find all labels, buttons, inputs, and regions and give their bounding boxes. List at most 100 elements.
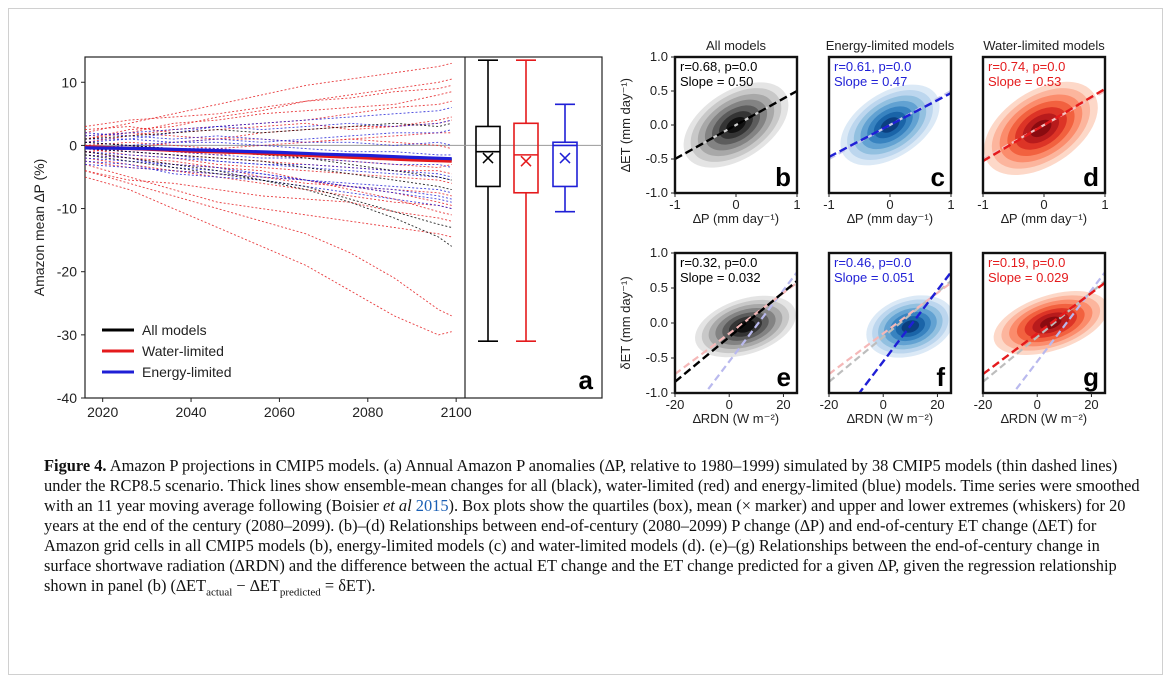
legend-label: Energy-limited: [142, 364, 231, 380]
model-line: [84, 62, 452, 134]
model-line: [84, 122, 452, 140]
regression-line: [857, 271, 951, 393]
x-tick-label: 1: [793, 197, 800, 212]
y-tick-label: -1.0: [646, 185, 668, 200]
panel-letter-b: b: [775, 162, 791, 192]
caption-etal: et al: [382, 496, 412, 515]
model-line: [84, 100, 452, 143]
density-level: [735, 320, 756, 333]
panel-letter-e: e: [777, 362, 791, 392]
x-tick-label: 1: [947, 197, 954, 212]
x-tick-label: 20: [930, 397, 944, 412]
x-tick-label: 0: [886, 197, 893, 212]
figure-caption: Figure 4. Amazon P projections in CMIP5 …: [44, 456, 1140, 602]
model-line: [84, 154, 452, 197]
caption-text-4: = δET).: [320, 576, 376, 595]
y-tick-label: 0.0: [650, 315, 668, 330]
regression-line: [675, 280, 797, 383]
y-axis-label: Amazon mean ∆P (%): [31, 159, 47, 296]
slope-label: Slope = 0.032: [680, 270, 761, 285]
y-tick-label: -10: [57, 201, 77, 217]
mean-marker: [482, 152, 494, 164]
slope-label: Slope = 0.029: [988, 270, 1069, 285]
x-axis-label: ∆P (mm day⁻¹): [847, 211, 933, 226]
reference-line: [675, 90, 797, 160]
model-line: [84, 91, 452, 140]
column-title: All models: [706, 38, 766, 53]
caption-sub-predicted: predicted: [279, 586, 321, 599]
y-tick-label: 0.5: [650, 83, 668, 98]
panel-c: Energy-limited models r=0.61, p=0.0Slope …: [823, 38, 955, 226]
x-tick-label: 0: [1034, 397, 1041, 412]
x-tick-label: -20: [666, 397, 685, 412]
y-tick-label: -40: [57, 390, 77, 406]
y-tick-label: -20: [57, 264, 77, 280]
model-line: [84, 132, 452, 146]
stats-label: r=0.19, p=0.0: [988, 255, 1065, 270]
panel-letter-a: a: [579, 365, 594, 395]
reference-line: [983, 280, 1105, 383]
regression-lines: [829, 271, 951, 393]
slope-label: Slope = 0.50: [680, 74, 753, 89]
figure-label: Figure 4.: [44, 456, 107, 475]
y-tick-label: 0.5: [650, 280, 668, 295]
x-tick-label: 1: [1101, 197, 1108, 212]
stats-label: r=0.46, p=0.0: [834, 255, 911, 270]
regression-lines: [829, 90, 951, 160]
x-tick-label: 0: [880, 397, 887, 412]
legend-label: Water-limited: [142, 343, 224, 359]
caption-text-3: − ∆ET: [232, 576, 280, 595]
x-tick-label: 2040: [175, 404, 206, 420]
model-line: [84, 148, 452, 178]
model-line: [84, 151, 452, 181]
x-tick-label: 2060: [264, 404, 295, 420]
y-tick-label: 1.0: [650, 49, 668, 64]
model-line: [84, 144, 452, 168]
y-tick-label: 10: [61, 74, 77, 90]
box: [552, 141, 578, 188]
model-line: [84, 151, 452, 247]
boxplot: [552, 103, 578, 213]
density-contours: [984, 81, 1098, 176]
model-line: [84, 170, 452, 317]
regression-line: [829, 91, 951, 159]
y-tick-label: -1.0: [646, 385, 668, 400]
x-tick-label: -20: [974, 397, 993, 412]
model-line: [84, 132, 452, 143]
boxplot: [513, 59, 539, 342]
x-tick-label: 2020: [87, 404, 118, 420]
model-line: [84, 163, 452, 238]
model-line: [84, 144, 452, 175]
y-tick-label: -30: [57, 327, 77, 343]
reference-line: [675, 281, 797, 375]
model-line: [84, 148, 452, 184]
model-line: [84, 157, 452, 210]
reference-line: [829, 90, 951, 160]
regression-line: [983, 281, 1105, 376]
model-line: [84, 116, 452, 134]
y-axis-label: ∆ET (mm day⁻¹): [618, 78, 633, 172]
slope-label: Slope = 0.53: [988, 74, 1061, 89]
panel-frame: [981, 251, 1107, 395]
caption-text-1: Amazon P projections in CMIP5 models. (a…: [44, 456, 1140, 515]
slope-label: Slope = 0.47: [834, 74, 907, 89]
x-tick-label: 2100: [441, 404, 472, 420]
regression-lines: [675, 271, 797, 393]
y-tick-label: 0.0: [650, 117, 668, 132]
mean-marker: [520, 155, 532, 167]
x-axis-label: ∆RDN (W m⁻²): [847, 411, 933, 426]
density-contours: [695, 295, 796, 358]
citation-link[interactable]: 2015: [415, 496, 449, 515]
y-tick-label: 0: [69, 137, 77, 153]
x-tick-label: -1: [823, 197, 835, 212]
x-tick-label: -20: [820, 397, 839, 412]
model-line: [84, 84, 452, 140]
regression-lines: [983, 87, 1105, 163]
panel-frame: [827, 251, 953, 395]
x-tick-label: 0: [1040, 197, 1047, 212]
